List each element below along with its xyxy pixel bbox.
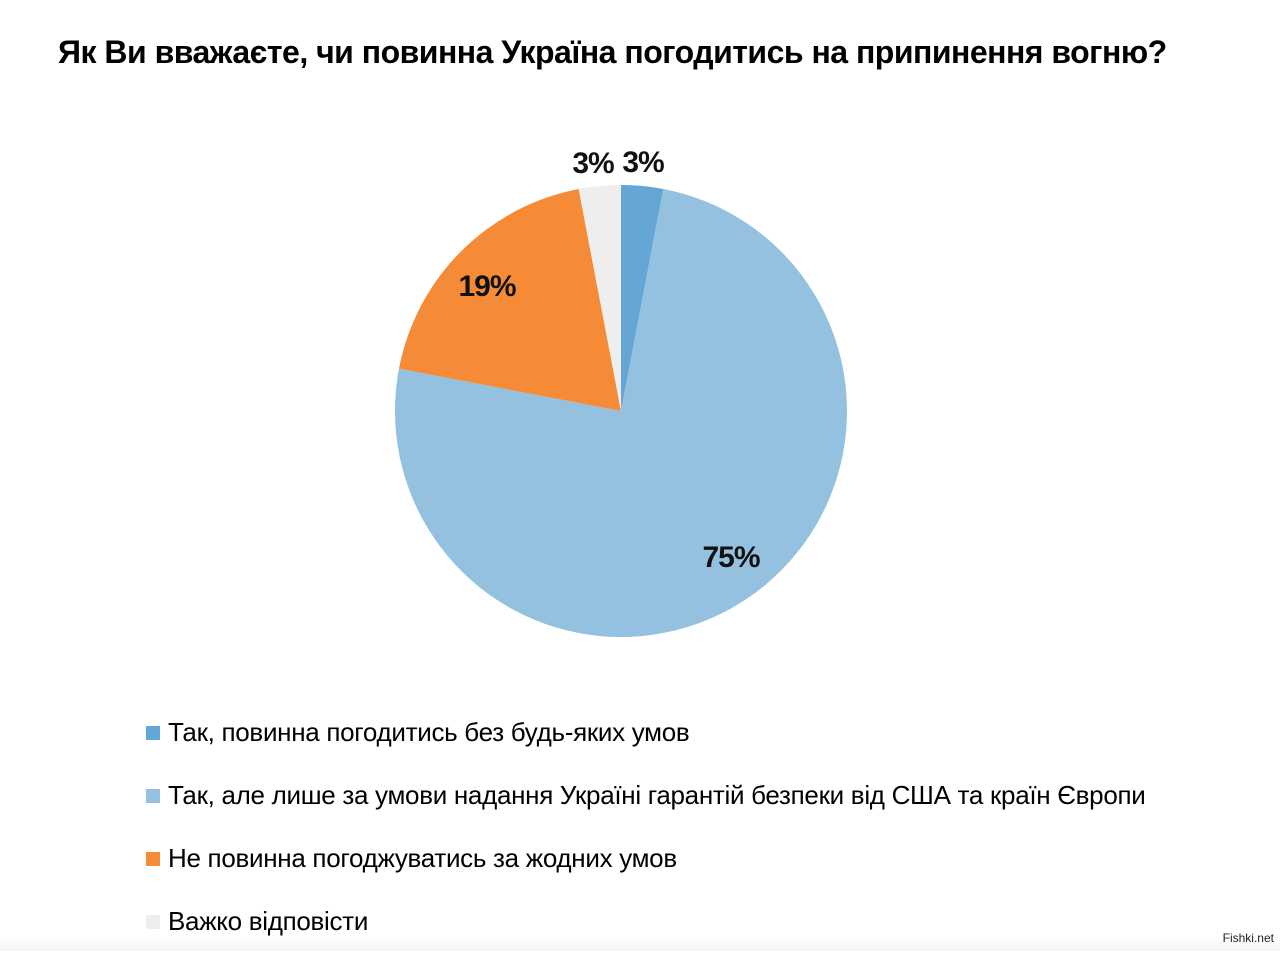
legend-item: Важко відповісти xyxy=(146,890,1145,953)
slice-value-label: 75% xyxy=(702,541,759,574)
legend-swatch xyxy=(146,914,160,929)
slice-value-label: 19% xyxy=(458,270,515,303)
legend-label: Важко відповісти xyxy=(168,906,369,936)
legend-label: Так, але лише за умови надання Україні г… xyxy=(168,780,1146,810)
pie-slice xyxy=(621,185,664,411)
legend-item: Так, але лише за умови надання Україні г… xyxy=(146,764,1146,827)
pie-slice xyxy=(394,189,847,638)
chart-legend: Так, повинна погодитись без будь-яких ум… xyxy=(146,701,1146,953)
slice-value-label: 3% xyxy=(622,146,664,179)
chart-title: Як Ви вважаєте, чи повинна Україна погод… xyxy=(58,34,1167,70)
legend-item: Так, повинна погодитись без будь-яких ум… xyxy=(146,701,1145,764)
legend-label: Так, повинна погодитись без будь-яких ум… xyxy=(168,717,690,747)
legend-label: Не повинна погоджуватись за жодних умов xyxy=(168,843,677,873)
slice-value-label: 3% xyxy=(572,147,614,180)
legend-swatch xyxy=(146,851,160,866)
watermark: Fishki.net xyxy=(1222,931,1274,945)
pie-chart: 3% 75% 19% 3% xyxy=(394,146,847,638)
pie-slice xyxy=(578,185,621,411)
bottom-band xyxy=(0,937,1280,951)
legend-swatch xyxy=(146,788,160,803)
pie-slice xyxy=(399,189,621,411)
legend-item: Не повинна погоджуватись за жодних умов xyxy=(146,827,1145,890)
legend-swatch xyxy=(146,725,160,740)
